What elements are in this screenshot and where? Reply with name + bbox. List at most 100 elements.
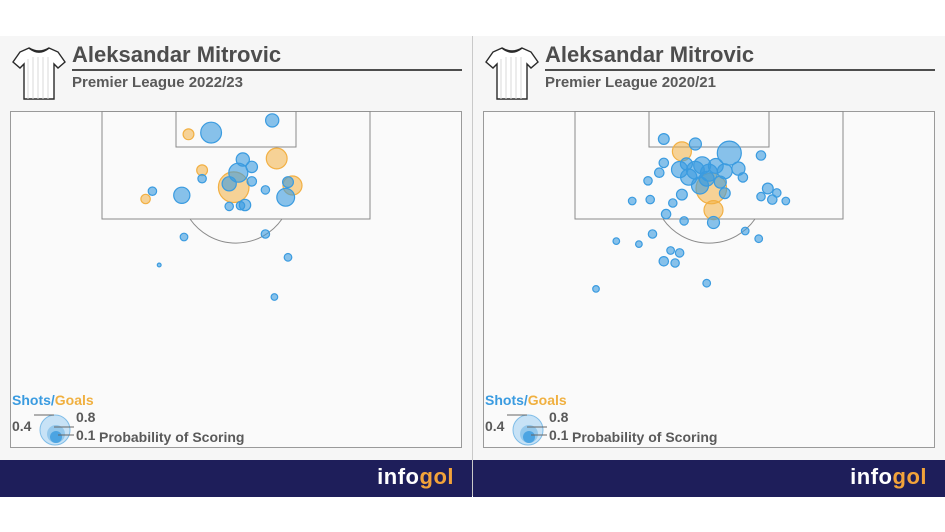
shots-layer: [140, 113, 303, 301]
panel-2020-21: Aleksandar Mitrovic Premier League 2020/…: [473, 0, 945, 532]
shot-point: [282, 176, 295, 189]
panel-2022-23: Aleksandar Mitrovic Premier League 2022/…: [0, 0, 472, 532]
shot-point: [265, 113, 280, 128]
shot-point: [766, 194, 778, 205]
brand-logo: infogol: [850, 464, 927, 490]
title-rule: [545, 69, 935, 71]
shot-map: [10, 111, 462, 448]
shot-point: [147, 186, 158, 196]
shot-point: [706, 215, 721, 230]
shot-point: [647, 229, 658, 239]
legend-shots-label: Shots: [485, 392, 524, 408]
shot-point: [675, 188, 688, 201]
legend-goals-label: Goals: [54, 392, 94, 408]
shirt-icon: [485, 47, 539, 100]
shot-point: [612, 237, 621, 246]
footer-bar: infogol: [473, 460, 945, 497]
shot-point: [660, 208, 672, 220]
size-legend: 0.4 0.8 0.1 Probability of Scoring: [485, 410, 717, 446]
goal-point: [140, 193, 151, 205]
shot-point: [740, 226, 750, 236]
shot-point: [658, 256, 670, 267]
shot-point: [754, 234, 764, 244]
size-legend: 0.4 0.8 0.1 Probability of Scoring: [12, 410, 244, 446]
shot-point: [221, 176, 237, 192]
shot-point: [235, 152, 250, 167]
shot-point: [713, 175, 727, 189]
penalty-arc: [189, 218, 283, 244]
penalty-box: [101, 111, 371, 220]
legend-goals-label: Goals: [527, 392, 567, 408]
panel-divider: [472, 36, 473, 496]
legend-bubble-small: [523, 431, 535, 443]
shot-point: [756, 191, 766, 202]
shot-point: [645, 194, 655, 205]
shot-point: [698, 170, 715, 187]
chart-subtitle: Premier League 2020/21: [545, 74, 716, 91]
shot-point: [156, 262, 162, 268]
shot-point: [654, 167, 665, 178]
shot-point: [173, 186, 191, 205]
legend-label-0-8: 0.8: [549, 410, 569, 425]
shot-point: [235, 200, 246, 211]
shot-point: [666, 246, 676, 255]
brand-accent: gol: [419, 464, 454, 489]
shot-point: [627, 196, 637, 206]
shot-point: [718, 187, 731, 200]
shot-point: [197, 173, 207, 184]
shot-point: [245, 160, 259, 174]
title-rule: [72, 69, 462, 71]
six-yard-box: [648, 111, 770, 148]
legend-slash: /: [50, 392, 55, 408]
six-yard-box: [175, 111, 297, 148]
shot-point: [702, 278, 712, 288]
chart-title: Aleksandar Mitrovic: [72, 42, 282, 67]
shot-point: [771, 188, 782, 198]
legend-label-0-8: 0.8: [76, 410, 96, 425]
chart-subtitle: Premier League 2022/23: [72, 74, 243, 91]
shot-point: [679, 168, 698, 186]
shot-point: [657, 133, 670, 146]
footer-bar: infogol: [0, 460, 472, 497]
legend-label-0-4: 0.4: [12, 418, 32, 434]
shot-point: [224, 201, 234, 212]
shot-point: [643, 176, 653, 186]
shot-point: [755, 150, 767, 161]
shot-point: [276, 187, 296, 207]
shot-point: [670, 258, 680, 268]
legend-label-0-1: 0.1: [76, 427, 96, 443]
shots-layer: [592, 133, 791, 293]
shot-point: [260, 229, 271, 239]
legend-bubble-small: [50, 431, 62, 443]
brand-accent: gol: [892, 464, 927, 489]
legend-slash: /: [523, 392, 528, 408]
shot-point: [658, 157, 670, 169]
legend-shots-label: Shots: [12, 392, 51, 408]
shot-point: [200, 121, 223, 144]
shot-point: [679, 157, 693, 171]
brand-logo: infogol: [377, 464, 454, 490]
legend-label-0-1: 0.1: [549, 427, 569, 443]
shot-point: [283, 252, 293, 262]
goal-point: [265, 147, 288, 170]
shot-point: [592, 284, 600, 293]
chart-title: Aleksandar Mitrovic: [545, 42, 755, 67]
shot-point: [674, 248, 685, 258]
legend-title: Shots/Goals: [12, 392, 94, 408]
brand-text: info: [377, 464, 420, 489]
shot-point: [781, 196, 791, 206]
shot-point: [634, 240, 643, 249]
legend-title: Shots/Goals: [485, 392, 567, 408]
shot-point: [270, 293, 279, 301]
shot-point: [260, 185, 271, 195]
brand-text: info: [850, 464, 893, 489]
shot-point: [688, 137, 702, 151]
shot-point: [761, 182, 774, 195]
shot-point: [679, 216, 689, 226]
goal-point: [182, 128, 195, 141]
shirt-icon: [12, 47, 66, 100]
legend-caption: Probability of Scoring: [572, 429, 717, 445]
legend-label-0-4: 0.4: [485, 418, 505, 434]
shot-point: [668, 198, 678, 208]
legend-caption: Probability of Scoring: [99, 429, 244, 445]
